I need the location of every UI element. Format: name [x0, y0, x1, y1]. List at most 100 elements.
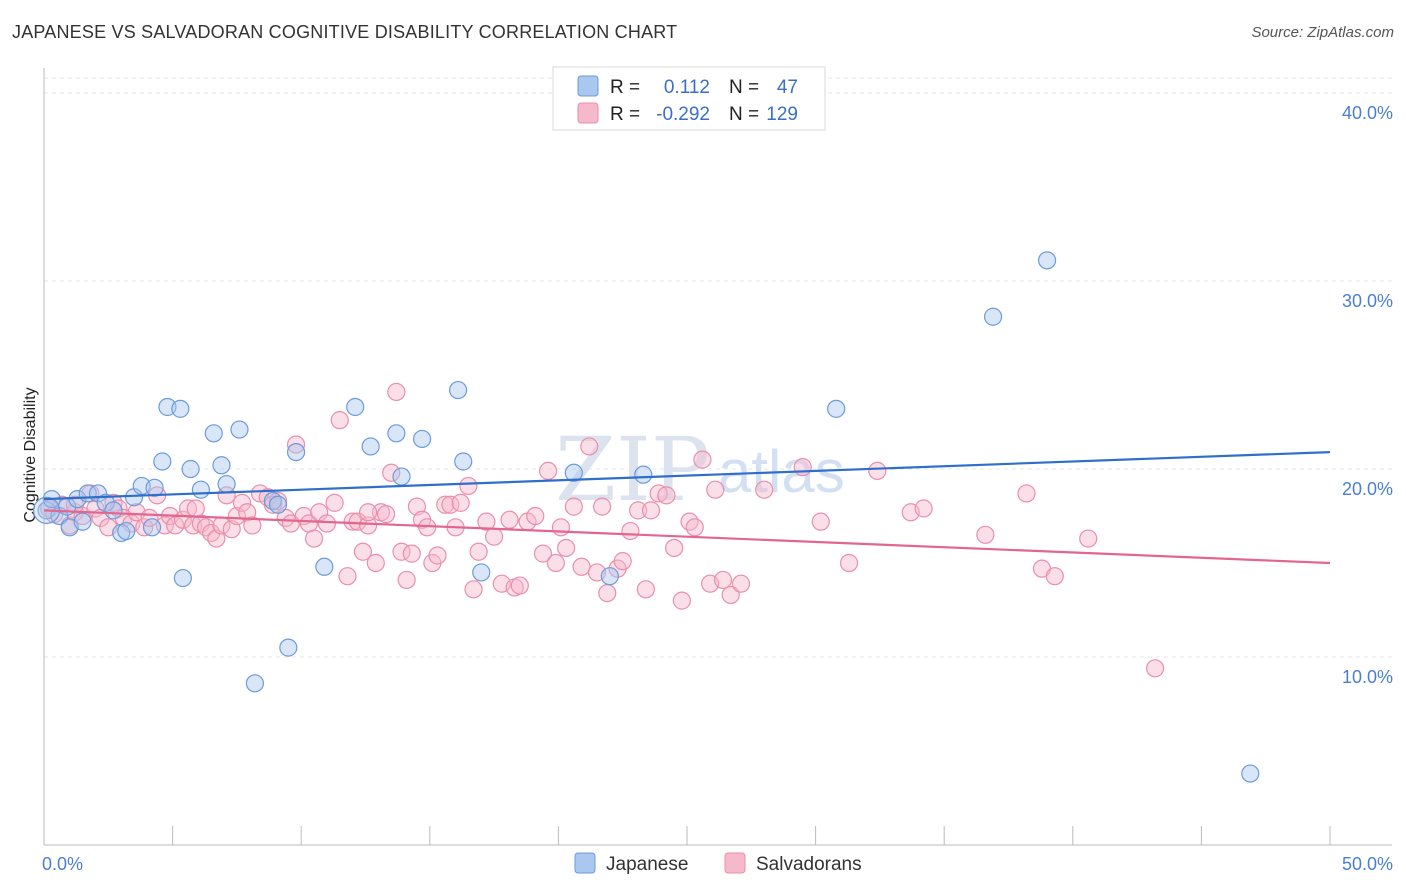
y-tick-label-1: 20.0%	[1342, 479, 1393, 499]
legend: R = 0.112 N = 47 R = -0.292 N = 129	[552, 66, 826, 131]
salvadoran-point-10	[104, 493, 123, 512]
salvadoran-point-113	[811, 512, 830, 531]
source-credit: Source: ZipAtlas.com	[1251, 24, 1394, 41]
japanese-point-44	[827, 399, 846, 418]
salvadoran-trend-line	[43, 509, 1331, 565]
salvadoran-point-125	[186, 499, 205, 518]
salvadoran-point-25	[196, 518, 216, 537]
salvadoran-point-56	[376, 505, 396, 524]
japanese-point-15	[145, 478, 164, 497]
japanese-point-45	[983, 307, 1003, 326]
salvadoran-point-72	[464, 580, 483, 599]
japanese-point-31	[286, 443, 306, 462]
trend-layer	[43, 451, 1331, 565]
salvadoran-point-83	[539, 461, 558, 480]
salvadoran-point-97	[636, 580, 655, 599]
salvadoran-point-89	[580, 437, 599, 456]
salvadoran-point-41	[286, 435, 306, 454]
bottom-legend-salvadorans: Salvadorans	[756, 854, 862, 875]
salvadoran-point-121	[1045, 567, 1064, 586]
salvadoran-point-58	[387, 382, 406, 402]
salvadoran-point-15	[135, 518, 154, 537]
y-tick-label-3: 40.0%	[1342, 103, 1393, 123]
salvadoran-point-53	[358, 516, 378, 535]
salvadoran-point-75	[485, 527, 504, 546]
salvadoran-point-52	[353, 542, 373, 561]
legend-r-label-1: R =	[610, 77, 640, 98]
japanese-point-12	[117, 521, 136, 541]
salvadoran-point-96	[629, 501, 648, 520]
salvadoran-point-66	[428, 546, 447, 565]
salvadoran-point-103	[680, 512, 699, 531]
japanese-point-32	[315, 557, 334, 576]
salvadoran-point-88	[572, 557, 591, 576]
salvadoran-point-92	[598, 583, 617, 603]
salvadoran-point-123	[1146, 659, 1165, 678]
japanese-point-39	[454, 452, 473, 471]
salvadoran-point-110	[731, 574, 751, 593]
japanese-point-20	[173, 568, 192, 588]
salvadoran-point-98	[641, 501, 661, 520]
salvadoran-point-84	[546, 553, 565, 573]
japanese-point-24	[212, 456, 231, 475]
salvadoran-point-102	[672, 591, 691, 610]
x-tick-label-0: 0.0%	[42, 854, 83, 874]
salvadoran-point-118	[976, 525, 995, 544]
salvadoran-point-49	[338, 567, 357, 586]
salvadoran-point-109	[721, 585, 740, 605]
y-tick-label-0: 10.0%	[1342, 667, 1393, 687]
salvadoran-point-54	[366, 553, 385, 573]
salvadoran-point-119	[1017, 484, 1036, 503]
japanese-point-23	[204, 424, 223, 443]
salvadoran-point-108	[713, 570, 733, 590]
salvadoran-point-77	[500, 510, 519, 529]
salvadoran-point-114	[839, 553, 859, 573]
salvadoran-point-82	[533, 544, 553, 563]
japanese-point-16	[142, 518, 162, 537]
salvadoran-point-122	[1079, 529, 1098, 548]
japanese-point-36	[392, 467, 411, 486]
japanese-point-26	[230, 420, 249, 439]
legend-n-label-2: N =	[729, 104, 759, 125]
japanese-point-21	[181, 459, 200, 479]
japanese-point-40	[472, 563, 491, 582]
salvadoran-point-57	[382, 463, 401, 482]
japanese-point-42	[600, 567, 619, 586]
salvadoran-point-112	[793, 458, 812, 477]
japanese-point-37	[412, 429, 432, 449]
salvadoran-point-107	[706, 480, 725, 499]
legend-r-value-1: 0.112	[664, 77, 710, 98]
salvadoran-point-48	[330, 411, 349, 430]
bottom-legend: Japanese Salvadorans	[574, 852, 862, 875]
salvadoran-point-91	[593, 497, 612, 516]
salvadoran-point-71	[459, 476, 478, 496]
japanese-point-38	[448, 380, 468, 400]
salvadoran-point-32	[232, 493, 252, 512]
salvadoran-point-67	[436, 495, 455, 514]
japanese-point-30	[279, 638, 298, 657]
japanese-point-47	[1241, 764, 1260, 783]
legend-swatch-salvadoran	[577, 102, 599, 124]
salvadoran-point-34	[243, 516, 262, 535]
japanese-point-9	[96, 493, 115, 512]
japanese-point-10	[104, 501, 123, 520]
japanese-point-19	[171, 399, 190, 418]
japanese-point-35	[387, 424, 406, 443]
salvadoran-point-111	[755, 480, 774, 499]
salvadoran-point-46	[317, 514, 337, 533]
salvadoran-point-117	[914, 499, 933, 518]
legend-n-value-2: 129	[766, 104, 798, 125]
salvadoran-point-74	[477, 512, 496, 531]
salvadoran-point-105	[693, 450, 712, 469]
salvadoran-point-85	[551, 518, 571, 537]
salvadoran-point-126	[358, 503, 378, 522]
legend-n-value-1: 47	[777, 77, 798, 98]
salvadoran-point-61	[402, 544, 421, 563]
japanese-point-41	[564, 463, 583, 482]
japanese-point-27	[245, 674, 265, 693]
bottom-legend-japanese: Japanese	[606, 854, 688, 875]
japanese-point-34	[361, 437, 380, 456]
japanese-point-43	[634, 465, 653, 484]
legend-r-value-2: -0.292	[656, 104, 710, 125]
